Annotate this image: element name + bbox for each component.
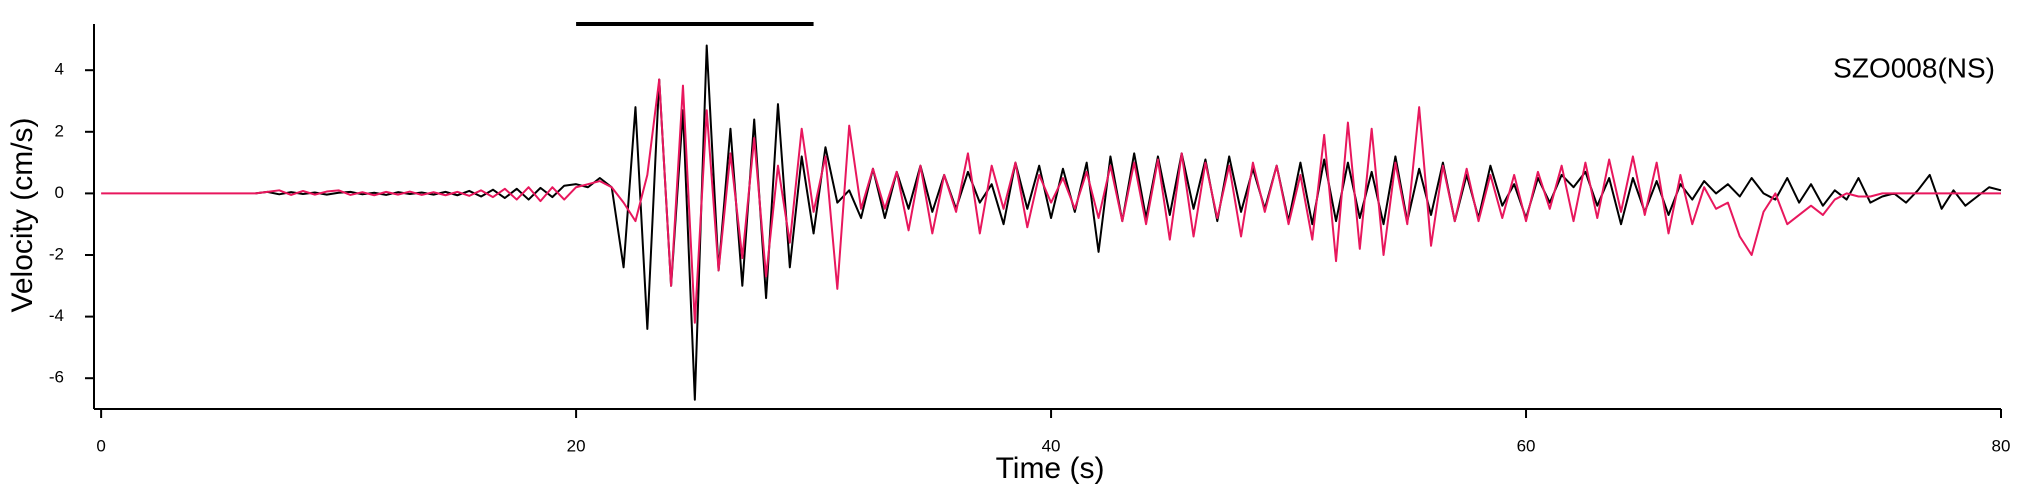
waveform-line	[255, 44, 2002, 401]
x-tick-label: 0	[96, 436, 105, 455]
y-tick-label: -4	[49, 306, 64, 325]
waveform-line	[101, 78, 2001, 324]
y-tick-label: 4	[55, 60, 64, 79]
x-tick-label: 20	[567, 436, 586, 455]
x-tick-label: 80	[1992, 436, 2011, 455]
y-tick-label: -2	[49, 244, 64, 263]
y-tick-label: -6	[49, 368, 64, 387]
x-tick-label: 40	[1042, 436, 1061, 455]
x-tick-label: 60	[1517, 436, 1536, 455]
y-tick-label: 0	[55, 183, 64, 202]
station-label: SZO008(NS)	[1833, 52, 1995, 83]
x-axis-title: Time (s)	[996, 452, 1105, 485]
y-tick-label: 2	[55, 121, 64, 140]
y-axis-title: Velocity (cm/s)	[6, 117, 39, 312]
